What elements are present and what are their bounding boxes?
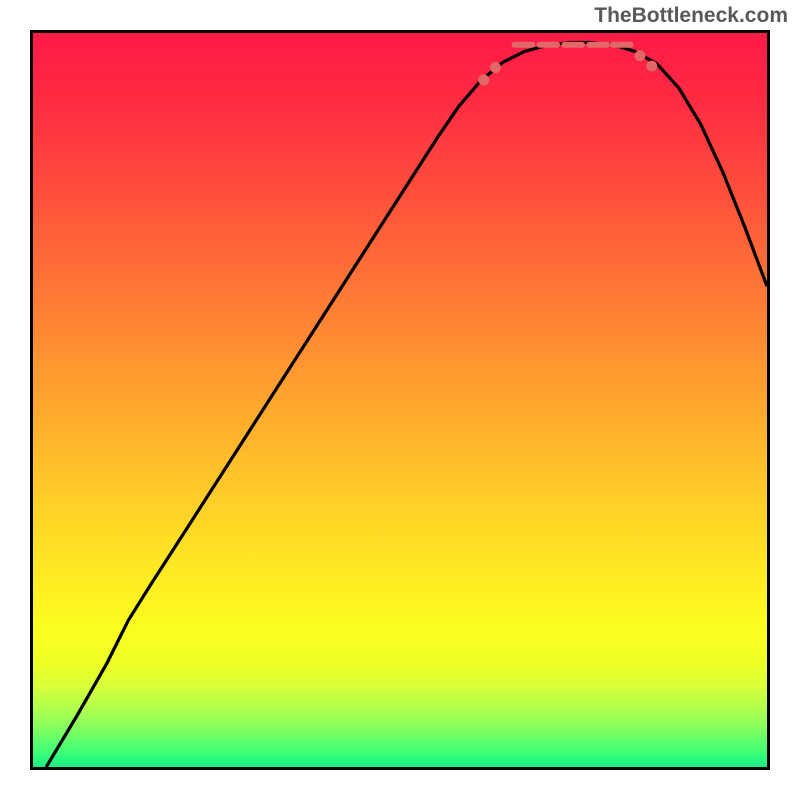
watermark-text: TheBottleneck.com [594,4,788,28]
chart-container: TheBottleneck.com [0,0,800,800]
bottleneck-curve [46,43,767,767]
chart-svg [33,33,767,767]
plot-area [30,30,770,770]
